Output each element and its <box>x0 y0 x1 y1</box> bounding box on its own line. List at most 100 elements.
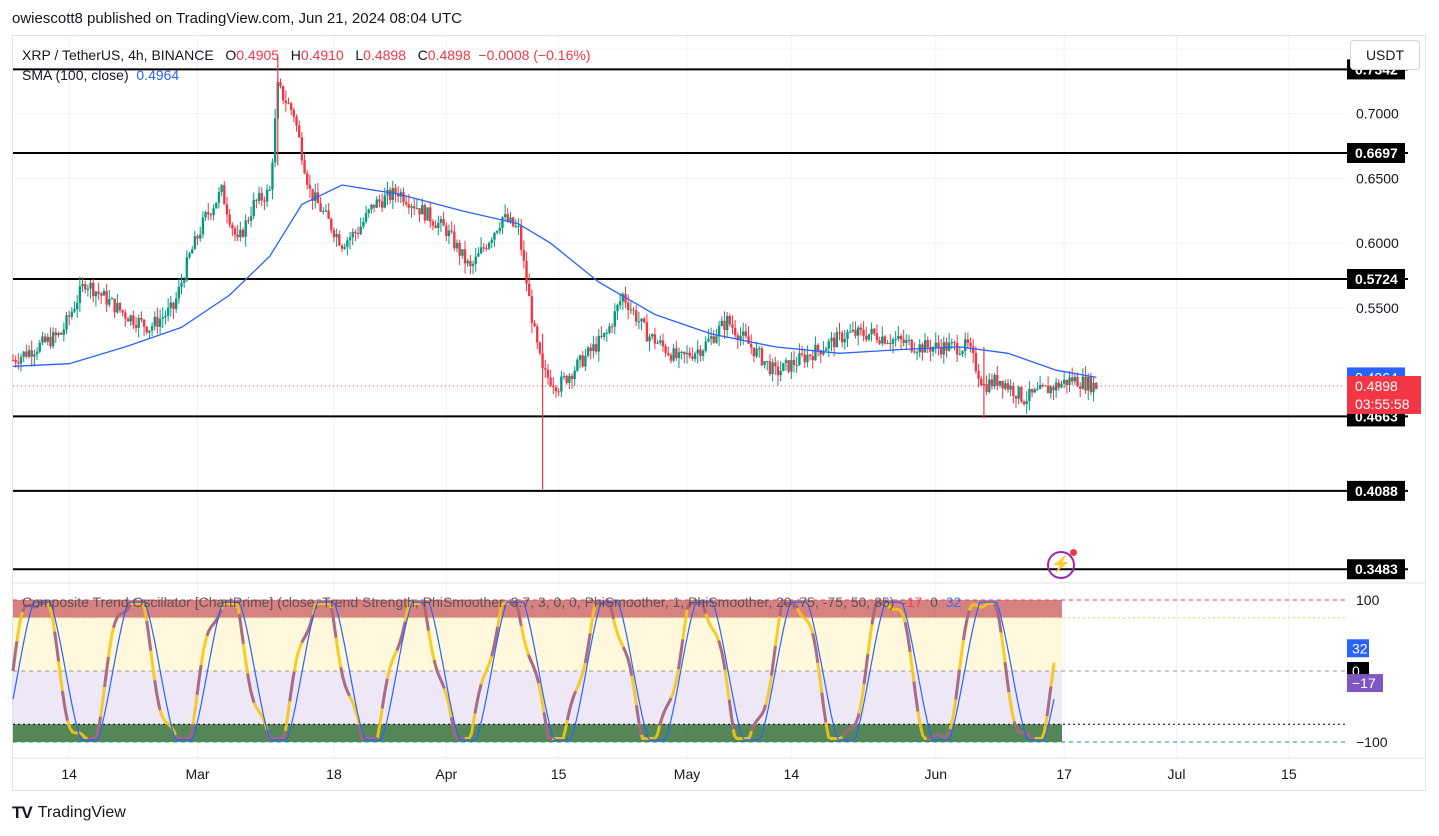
candle-body <box>380 201 384 208</box>
candle-body <box>822 350 825 355</box>
candle-body <box>811 356 814 361</box>
sma-line <box>12 184 1097 379</box>
candle-body <box>132 315 135 325</box>
y-axis-tick-label: 0.5500 <box>1356 300 1399 316</box>
candle-body <box>281 86 285 101</box>
candle-body <box>164 315 167 318</box>
candle-body <box>297 125 301 138</box>
candle-body <box>241 229 245 237</box>
candle-body <box>396 194 400 197</box>
candle-body <box>1089 377 1093 393</box>
candle-body <box>1009 385 1012 390</box>
candle-body <box>616 305 619 312</box>
candle-body <box>688 352 691 357</box>
oscillator-title[interactable]: Composite Trend Oscillator [ChartPrime] … <box>22 594 962 610</box>
candle-body <box>495 230 499 233</box>
candle-body <box>404 202 408 205</box>
candle-body <box>180 282 183 287</box>
candle-body <box>17 362 20 364</box>
candle-body <box>942 342 945 355</box>
candle-body <box>375 199 378 208</box>
candle-body <box>533 322 536 327</box>
candle-body <box>990 379 994 387</box>
candle-body <box>752 347 756 357</box>
candle-body <box>322 210 325 212</box>
candle-body <box>150 326 154 331</box>
candle-body <box>560 376 563 392</box>
candle-body <box>469 260 472 266</box>
candle-body <box>445 225 448 237</box>
level-tag-label: 0.4088 <box>1355 483 1398 499</box>
brand-name: TradingView <box>37 804 126 821</box>
candle-body <box>487 242 491 249</box>
candle-body <box>760 348 764 366</box>
candle-body <box>193 236 197 250</box>
candle-body <box>19 356 23 364</box>
candle-body <box>704 341 707 351</box>
candle-body <box>319 203 322 212</box>
candle-body <box>35 351 39 355</box>
tradingview-logo-icon[interactable]: TV TradingView <box>12 803 126 822</box>
candle-body <box>848 331 852 333</box>
candle-body <box>827 341 830 349</box>
candle-body <box>295 116 298 126</box>
candle-body <box>1095 382 1098 389</box>
x-axis-tick-label: 14 <box>61 766 77 782</box>
candle-body <box>870 328 873 335</box>
candle-body <box>840 332 844 343</box>
candle-body <box>733 327 737 336</box>
candle-body <box>367 209 370 213</box>
candle-body <box>118 302 122 311</box>
candle-body <box>514 225 518 227</box>
candle-body <box>517 225 520 227</box>
high-value: 0.4910 <box>300 47 344 63</box>
candle-body <box>640 318 643 322</box>
candle-body <box>185 257 189 281</box>
candle-body <box>696 349 699 354</box>
candle-body <box>519 225 523 250</box>
candle-body <box>974 353 978 372</box>
candle-body <box>455 242 459 249</box>
candle-body <box>846 331 849 340</box>
candle-body <box>177 286 181 299</box>
candle-body <box>790 359 793 372</box>
candle-body <box>1087 377 1090 391</box>
candle-body <box>343 247 346 249</box>
candle-body <box>792 359 796 366</box>
candle-body <box>886 343 889 345</box>
candle-body <box>100 293 103 296</box>
candle-body <box>816 344 820 351</box>
candle-body <box>1073 376 1077 382</box>
x-axis-tick-label: 14 <box>784 766 800 782</box>
candle-body <box>993 374 996 387</box>
candle-body <box>1017 387 1020 399</box>
candle-body <box>605 332 608 334</box>
candle-body <box>776 366 780 376</box>
candle-body <box>1079 386 1082 389</box>
candle-body <box>830 337 833 342</box>
candle-body <box>372 204 376 208</box>
candle-body <box>501 217 504 228</box>
candle-body <box>1006 383 1010 390</box>
lightning-bolt-icon[interactable]: ⚡ <box>1047 549 1077 579</box>
candle-body <box>1022 401 1026 405</box>
candle-body <box>410 206 413 208</box>
candle-body <box>939 347 943 355</box>
candle-body <box>685 352 689 355</box>
currency-button[interactable]: USDT <box>1350 40 1420 70</box>
candle-body <box>824 348 828 351</box>
candle-body <box>931 347 935 352</box>
sma-label[interactable]: SMA (100, close) <box>22 67 129 83</box>
candle-body <box>172 302 175 309</box>
candle-body <box>600 335 603 337</box>
candle-body <box>252 199 255 217</box>
candle-body <box>659 340 662 343</box>
candle-body <box>11 359 15 361</box>
candle-body <box>41 336 44 343</box>
level-tag <box>1347 268 1405 289</box>
ohlc-row: XRP / TetherUS, 4h, BINANCE O0.4905 H0.4… <box>22 47 591 63</box>
candle-body <box>207 212 210 215</box>
candle-body <box>471 263 475 266</box>
symbol-label[interactable]: XRP / TetherUS, 4h, BINANCE <box>22 47 214 63</box>
